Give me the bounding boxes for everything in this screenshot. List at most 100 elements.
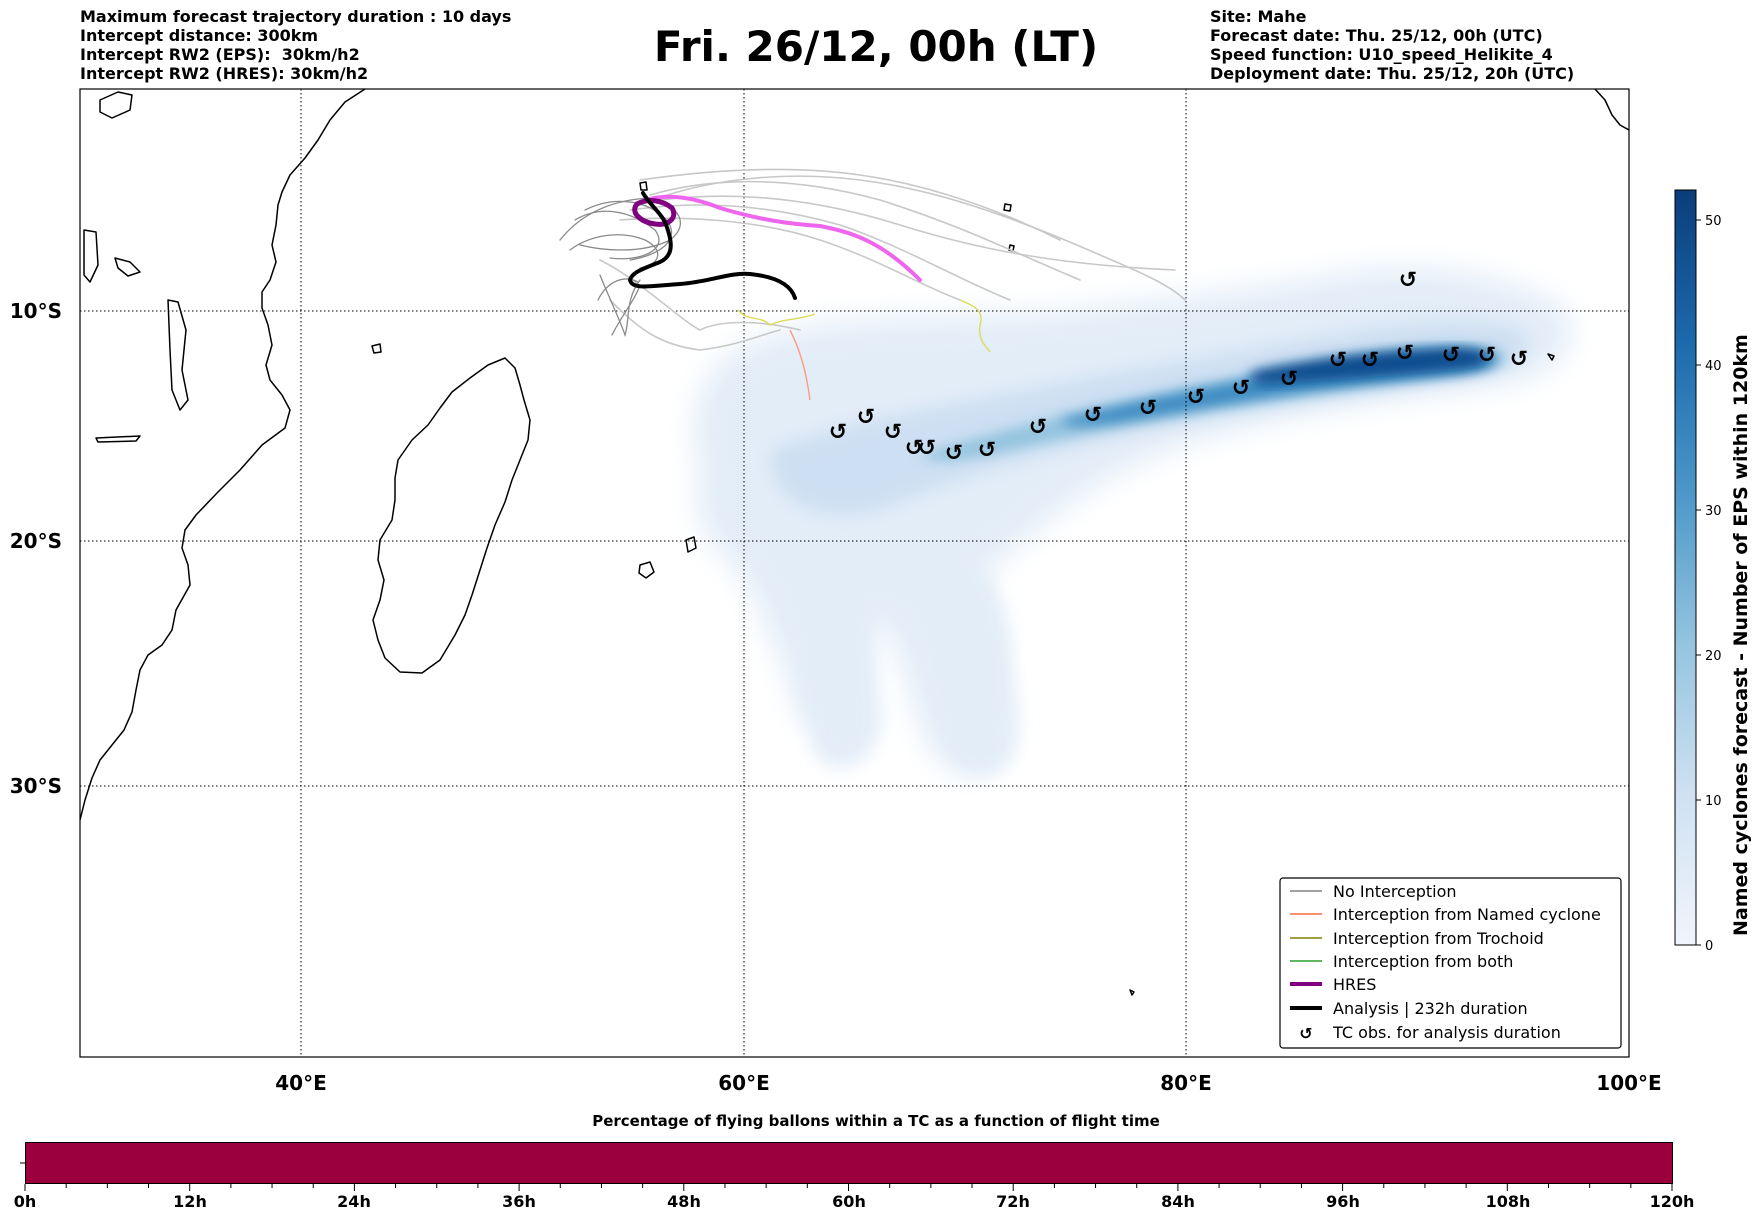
legend-label: Analysis | 232h duration [1333, 999, 1528, 1018]
bottom-tick-label: 96h [1326, 1192, 1360, 1211]
bottom-tick-label: 60h [832, 1192, 866, 1211]
colorbar-gradient [1674, 189, 1697, 946]
lat-tick-label: 30°S [10, 774, 62, 798]
page-title: Fri. 26/12, 00h (LT) [653, 22, 1099, 71]
island-dot [1129, 989, 1135, 996]
bottom-bar-title: Percentage of flying ballons within a TC… [592, 1112, 1160, 1130]
interception-trochoid-trace [737, 309, 816, 326]
density-lobe-south-2 [930, 556, 1015, 776]
tc-obs-icon: ↺ [905, 436, 923, 461]
tc-obs-icon: ↺ [1187, 385, 1205, 410]
colorbar-tick-label: 30 [1705, 504, 1722, 519]
lon-tick-label: 80°E [1160, 1071, 1212, 1095]
map-frame [79, 88, 1630, 1058]
legend-label: TC obs. for analysis duration [1332, 1023, 1561, 1042]
tc-obs-icon: ↺ [884, 420, 902, 445]
island-dot-2 [1547, 353, 1555, 361]
header-left-line-2: Intercept distance: 300km [80, 26, 319, 45]
tc-obs-icon: ↺ [978, 438, 996, 463]
header-right-line-4: Deployment date: Thu. 25/12, 20h (UTC) [1210, 64, 1575, 83]
tc-obs-icon: ↺ [1280, 367, 1298, 392]
tc-obs-icon: ↺ [1084, 403, 1102, 428]
seychelles-island [639, 181, 648, 191]
tc-obs-icon: ↺ [1232, 376, 1250, 401]
island-pemba [167, 299, 189, 411]
comoros-island [371, 343, 382, 354]
madagascar-coast [372, 357, 531, 674]
legend-label: Interception from both [1333, 952, 1513, 971]
tc-obs-icon: ↺ [1510, 347, 1528, 372]
tc-obs-icon: ↺ [1396, 341, 1414, 366]
header-right-line-3: Speed function: U10_speed_Helikite_4 [1210, 45, 1553, 64]
island-w [83, 229, 99, 283]
bottom-tick-label: 0h [14, 1192, 37, 1211]
tc-obs-icon: ↺ [829, 420, 847, 445]
bottom-bar-fill [25, 1142, 1673, 1184]
tc-obs-icon: ↺ [945, 441, 963, 466]
legend-label: HRES [1333, 975, 1376, 994]
tc-obs-icon: ↺ [1029, 415, 1047, 440]
eps-trajectories [559, 168, 1186, 351]
header-left-line-4: Intercept RW2 (HRES): 30km/h2 [80, 64, 369, 83]
colorbar-tick-label: 20 [1705, 649, 1722, 664]
tc-obs-icon: ↺ [1399, 268, 1417, 293]
colorbar-tick-label: 50 [1705, 214, 1722, 229]
map-figure: ↺ ↺ ↺ ↺ ↺ ↺ ↺ ↺ ↺ ↺ ↺ ↺ ↺ ↺ ↺ ↺ ↺ ↺ ↺ ↺ … [10, 88, 1722, 1095]
bottom-tick-label: 120h [1650, 1192, 1695, 1211]
lat-tick-label: 20°S [10, 529, 62, 553]
seychelles-island-2 [1003, 203, 1012, 212]
colorbar-label: Named cyclones forecast - Number of EPS … [1730, 334, 1752, 936]
island-e [95, 435, 141, 443]
lon-tick-label: 40°E [275, 1071, 327, 1095]
tc-obs-legend-icon: ↺ [1299, 1024, 1312, 1043]
tc-obs-icon: ↺ [1442, 343, 1460, 368]
island-nw [99, 91, 133, 119]
lat-tick-label: 10°S [10, 299, 62, 323]
interception-named-cyclone-trace [789, 329, 811, 401]
legend-label: Interception from Named cyclone [1333, 905, 1601, 924]
bottom-tick-label: 72h [996, 1192, 1030, 1211]
bottom-tick-label: 12h [173, 1192, 207, 1211]
density-band-peak [1249, 348, 1490, 384]
header-right-line-1: Site: Mahe [1210, 7, 1307, 26]
reunion-coast [685, 536, 697, 553]
density-lobe-south [800, 550, 880, 768]
bottom-tick-label: 24h [337, 1192, 371, 1211]
bottom-tick-label: 48h [667, 1192, 701, 1211]
bottom-tick-label: 84h [1161, 1192, 1195, 1211]
bottom-tick-label: 108h [1486, 1192, 1531, 1211]
interception-trochoid-trace-2 [959, 299, 991, 353]
legend: No Interception Interception from Named … [1279, 877, 1622, 1049]
arabia-tip [1594, 89, 1629, 131]
hres-track [635, 194, 922, 282]
header-left-line-1: Maximum forecast trajectory duration : 1… [80, 7, 512, 26]
tc-obs-icon: ↺ [1329, 348, 1347, 373]
colorbar: 0 10 20 30 40 50 [1674, 189, 1722, 954]
tc-obs-icon: ↺ [1361, 348, 1379, 373]
coastlines [80, 89, 1629, 996]
hres-track-early [632, 198, 677, 227]
map-gridlines [80, 89, 1629, 1057]
tc-obs-icon: ↺ [857, 405, 875, 430]
legend-label: Interception from Trochoid [1333, 929, 1544, 948]
africa-coast [80, 89, 366, 821]
tc-observations: ↺ ↺ ↺ ↺ ↺ ↺ ↺ ↺ ↺ ↺ ↺ ↺ ↺ ↺ ↺ ↺ ↺ ↺ ↺ ↺ [829, 268, 1528, 466]
colorbar-tick-label: 10 [1705, 794, 1722, 809]
header-left-line-3: Intercept RW2 (EPS): 30km/h2 [80, 45, 360, 64]
lon-tick-label: 60°E [718, 1071, 770, 1095]
colorbar-tick-label: 0 [1705, 939, 1713, 954]
legend-box [1279, 877, 1622, 1049]
island-w2 [114, 257, 141, 277]
tc-obs-icon: ↺ [1139, 396, 1157, 421]
mauritius-coast [638, 561, 655, 579]
analysis-track [628, 191, 797, 300]
interception-traces [737, 299, 991, 401]
header-right-line-2: Forecast date: Thu. 25/12, 00h (UTC) [1210, 26, 1543, 45]
density-field [693, 268, 1572, 776]
tc-obs-icon: ↺ [918, 436, 936, 461]
tc-obs-icon: ↺ [1478, 343, 1496, 368]
bottom-tick-label: 36h [502, 1192, 536, 1211]
legend-label: No Interception [1333, 882, 1457, 901]
colorbar-tick-label: 40 [1705, 359, 1722, 374]
lon-tick-label: 100°E [1596, 1071, 1661, 1095]
